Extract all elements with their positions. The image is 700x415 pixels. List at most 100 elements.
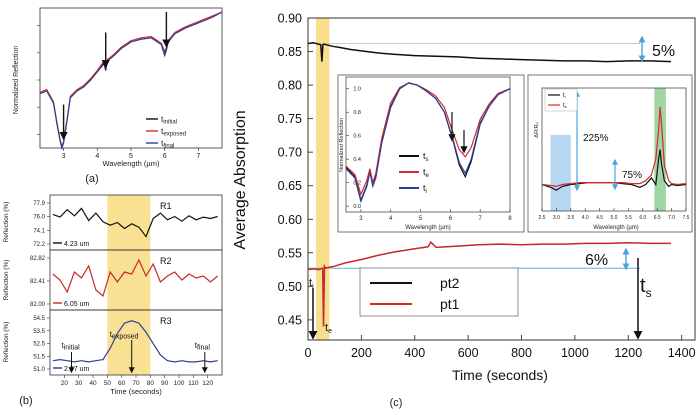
- panel-b-ytick-label: 53.5: [33, 329, 45, 335]
- panel-c-ytick-label: 0.90: [278, 12, 302, 26]
- inset-2-pct-small: 75%: [622, 170, 642, 181]
- panel-c-frame: [307, 17, 696, 341]
- panel-a-xtick-label: 4: [95, 153, 99, 160]
- legend-pt1-label: pt1: [440, 296, 460, 312]
- panel-c-xtick-label: 600: [458, 346, 479, 360]
- legend-pt2-label: pt2: [440, 275, 460, 291]
- panel-a-yticks: [37, 25, 40, 135]
- panel-b-wavelength-label: 2.97 um: [64, 366, 89, 373]
- panel-b-subplot-name: R2: [160, 256, 172, 266]
- panel-b-xticks: 20 30 40 50 60 70 80 90 100 110 120: [61, 375, 213, 387]
- inset-1-legend: ts te ti: [399, 151, 430, 195]
- panel-c-xtick-label: 1000: [561, 346, 589, 360]
- panel-b-highlight: [107, 195, 151, 375]
- panel-b-xtick-label: 40: [89, 380, 97, 387]
- panel-b-wavelength-label: 6.05 um: [64, 301, 89, 308]
- panel-b-ylabel-r2: Reflection (%): [3, 260, 10, 301]
- panel-b-ytick-label: 82.00: [30, 302, 46, 308]
- panel-b-ytick-label: 51.0: [33, 367, 45, 373]
- i1-legend-ti-label: ti: [423, 183, 427, 195]
- panel-b-xtick-label: 80: [147, 380, 155, 387]
- panel-a-xlabel: Wavelength (µm): [103, 159, 160, 168]
- panel-a-line-t-final: [39, 11, 223, 151]
- i1-legend-te-label: te: [423, 167, 430, 179]
- marker-ts: ts: [640, 275, 652, 300]
- panel-b-line-r1: [52, 207, 218, 238]
- inset-1-frame: [345, 76, 511, 213]
- inset-1-xlabel: Wavelength (µm): [405, 225, 451, 231]
- inset-2-pct-large: 225%: [583, 133, 609, 144]
- inset-1-xtick-label: 5: [419, 216, 423, 222]
- inset-1-line-t-i: [345, 82, 511, 204]
- inset-2-xtick-label: 5.0: [611, 215, 618, 221]
- panel-c-ytick-label: 0.55: [278, 246, 302, 260]
- inset-2-xticks: 2.5 3.0 3.5 4.0 4.5 5.0 5.5 6.0 6.5 7.0 7.5: [539, 208, 690, 221]
- panel-a-frame: [39, 7, 223, 149]
- panel-a-xtick-label: 3: [62, 153, 66, 160]
- panel-b-ytick-label: 52.5: [33, 342, 45, 348]
- inset-1-ytick-label: 1.0: [353, 87, 361, 93]
- inset-1-ytick-label: 0.0: [353, 204, 361, 210]
- panel-b-xtick-label: 100: [174, 380, 185, 387]
- panel-a-xtick-label: 7: [196, 153, 200, 160]
- inset-2-xtick-label: 7.5: [683, 215, 690, 221]
- legend-exposed-label: texposed: [161, 126, 186, 138]
- panel-c-xtick-label: 800: [511, 346, 532, 360]
- legend-final-label: tfinal: [161, 138, 174, 150]
- panel-c-highlight: [316, 18, 330, 340]
- inset-2-xtick-label: 4.0: [582, 215, 589, 221]
- panel-c-xtick-label: 400: [404, 346, 425, 360]
- inset-1-xtick-label: 3: [359, 216, 363, 222]
- inset-2-lines: [541, 106, 687, 191]
- inset-1-bg: [337, 74, 525, 233]
- legend-initial-label: tinitial: [161, 114, 177, 126]
- inset-1-xtick-label: 7: [479, 216, 483, 222]
- inset-1: Normalized Reflection 0.00.20.40.60.81.0…: [337, 74, 525, 233]
- panel-a: Normalized Reflection Wavelength (µm) 3 4…: [13, 7, 223, 185]
- inset-1-lines: [345, 82, 511, 204]
- inset-2-xtick-label: 6.5: [654, 215, 661, 221]
- panel-c-ytick-label: 0.70: [278, 146, 302, 160]
- panel-a-xtick-label: 6: [163, 153, 167, 160]
- panel-b-xtick-label: 110: [188, 380, 199, 387]
- panel-b-annotation-initial: tinitial: [62, 341, 81, 352]
- i2-legend-box: [544, 88, 578, 112]
- panel-c-ytick-label: 0.60: [278, 213, 302, 227]
- panel-c-time-markers: ti te ts: [308, 258, 652, 340]
- panel-c-xlabel: Time (seconds): [452, 367, 548, 383]
- inset-2-xlabel: Wavelength (µm): [593, 225, 639, 231]
- inset-2-band-0: [550, 135, 571, 211]
- panel-c-xtick-label: 1200: [614, 346, 642, 360]
- panel-b-ylabel-r3: Reflection (%): [3, 322, 10, 363]
- panel-c-pct-bottom: 6%: [585, 247, 630, 271]
- panel-b-subplot-name: R3: [160, 316, 172, 326]
- panel-b-ytick-label: 82.41: [30, 279, 46, 285]
- panel-c-ytick-label: 0.85: [278, 45, 302, 59]
- marker-te: te: [325, 322, 332, 335]
- inset-2-legend: ti ts: [544, 88, 578, 112]
- inset-1-ylabel: Normalized Reflection: [339, 118, 345, 172]
- panel-b-annotation-final: tfinal: [195, 341, 211, 352]
- panel-a-arrows: [59, 12, 171, 141]
- panel-b-xtick-label: 90: [161, 380, 169, 387]
- panel-b-content: R1 4.23 um 77.9 76.0 74.1 72.2 R2 6.05 um 82.82 8…: [30, 201, 219, 374]
- inset-1-ytick-label: 0.8: [353, 110, 361, 116]
- inset-2-xtick-label: 4.5: [596, 215, 603, 221]
- panel-b-ylabel-r1: Reflection (%): [3, 202, 10, 243]
- inset-1-ytick-label: 0.4: [353, 157, 361, 163]
- inset-2-xtick-label: 2.5: [539, 215, 546, 221]
- inset-2: ΔR/R₀ 2.5 3.0 3.5 4.0 4.5 5.0 5.5 6.0 6.5 7.0 7.5 …: [527, 74, 693, 233]
- panel-c-ytick-label: 0.50: [278, 280, 302, 294]
- panel-a-lines: [39, 11, 223, 151]
- panel-a-letter: (a): [85, 173, 98, 185]
- inset-2-xtick-label: 3.5: [567, 215, 574, 221]
- panel-a-line-t-initial: [39, 11, 223, 151]
- panel-b: Reflection (%) Reflection (%) Reflection…: [3, 194, 223, 407]
- inset-2-xtick-label: 6.0: [639, 215, 646, 221]
- panel-b-xtick-label: 60: [118, 380, 126, 387]
- panel-c-ytick-label: 0.65: [278, 179, 302, 193]
- pct-top-label: 5%: [652, 43, 675, 60]
- panel-b-line-r3: [52, 320, 218, 363]
- panel-a-xticks: 3 4 5 6 7: [62, 148, 200, 160]
